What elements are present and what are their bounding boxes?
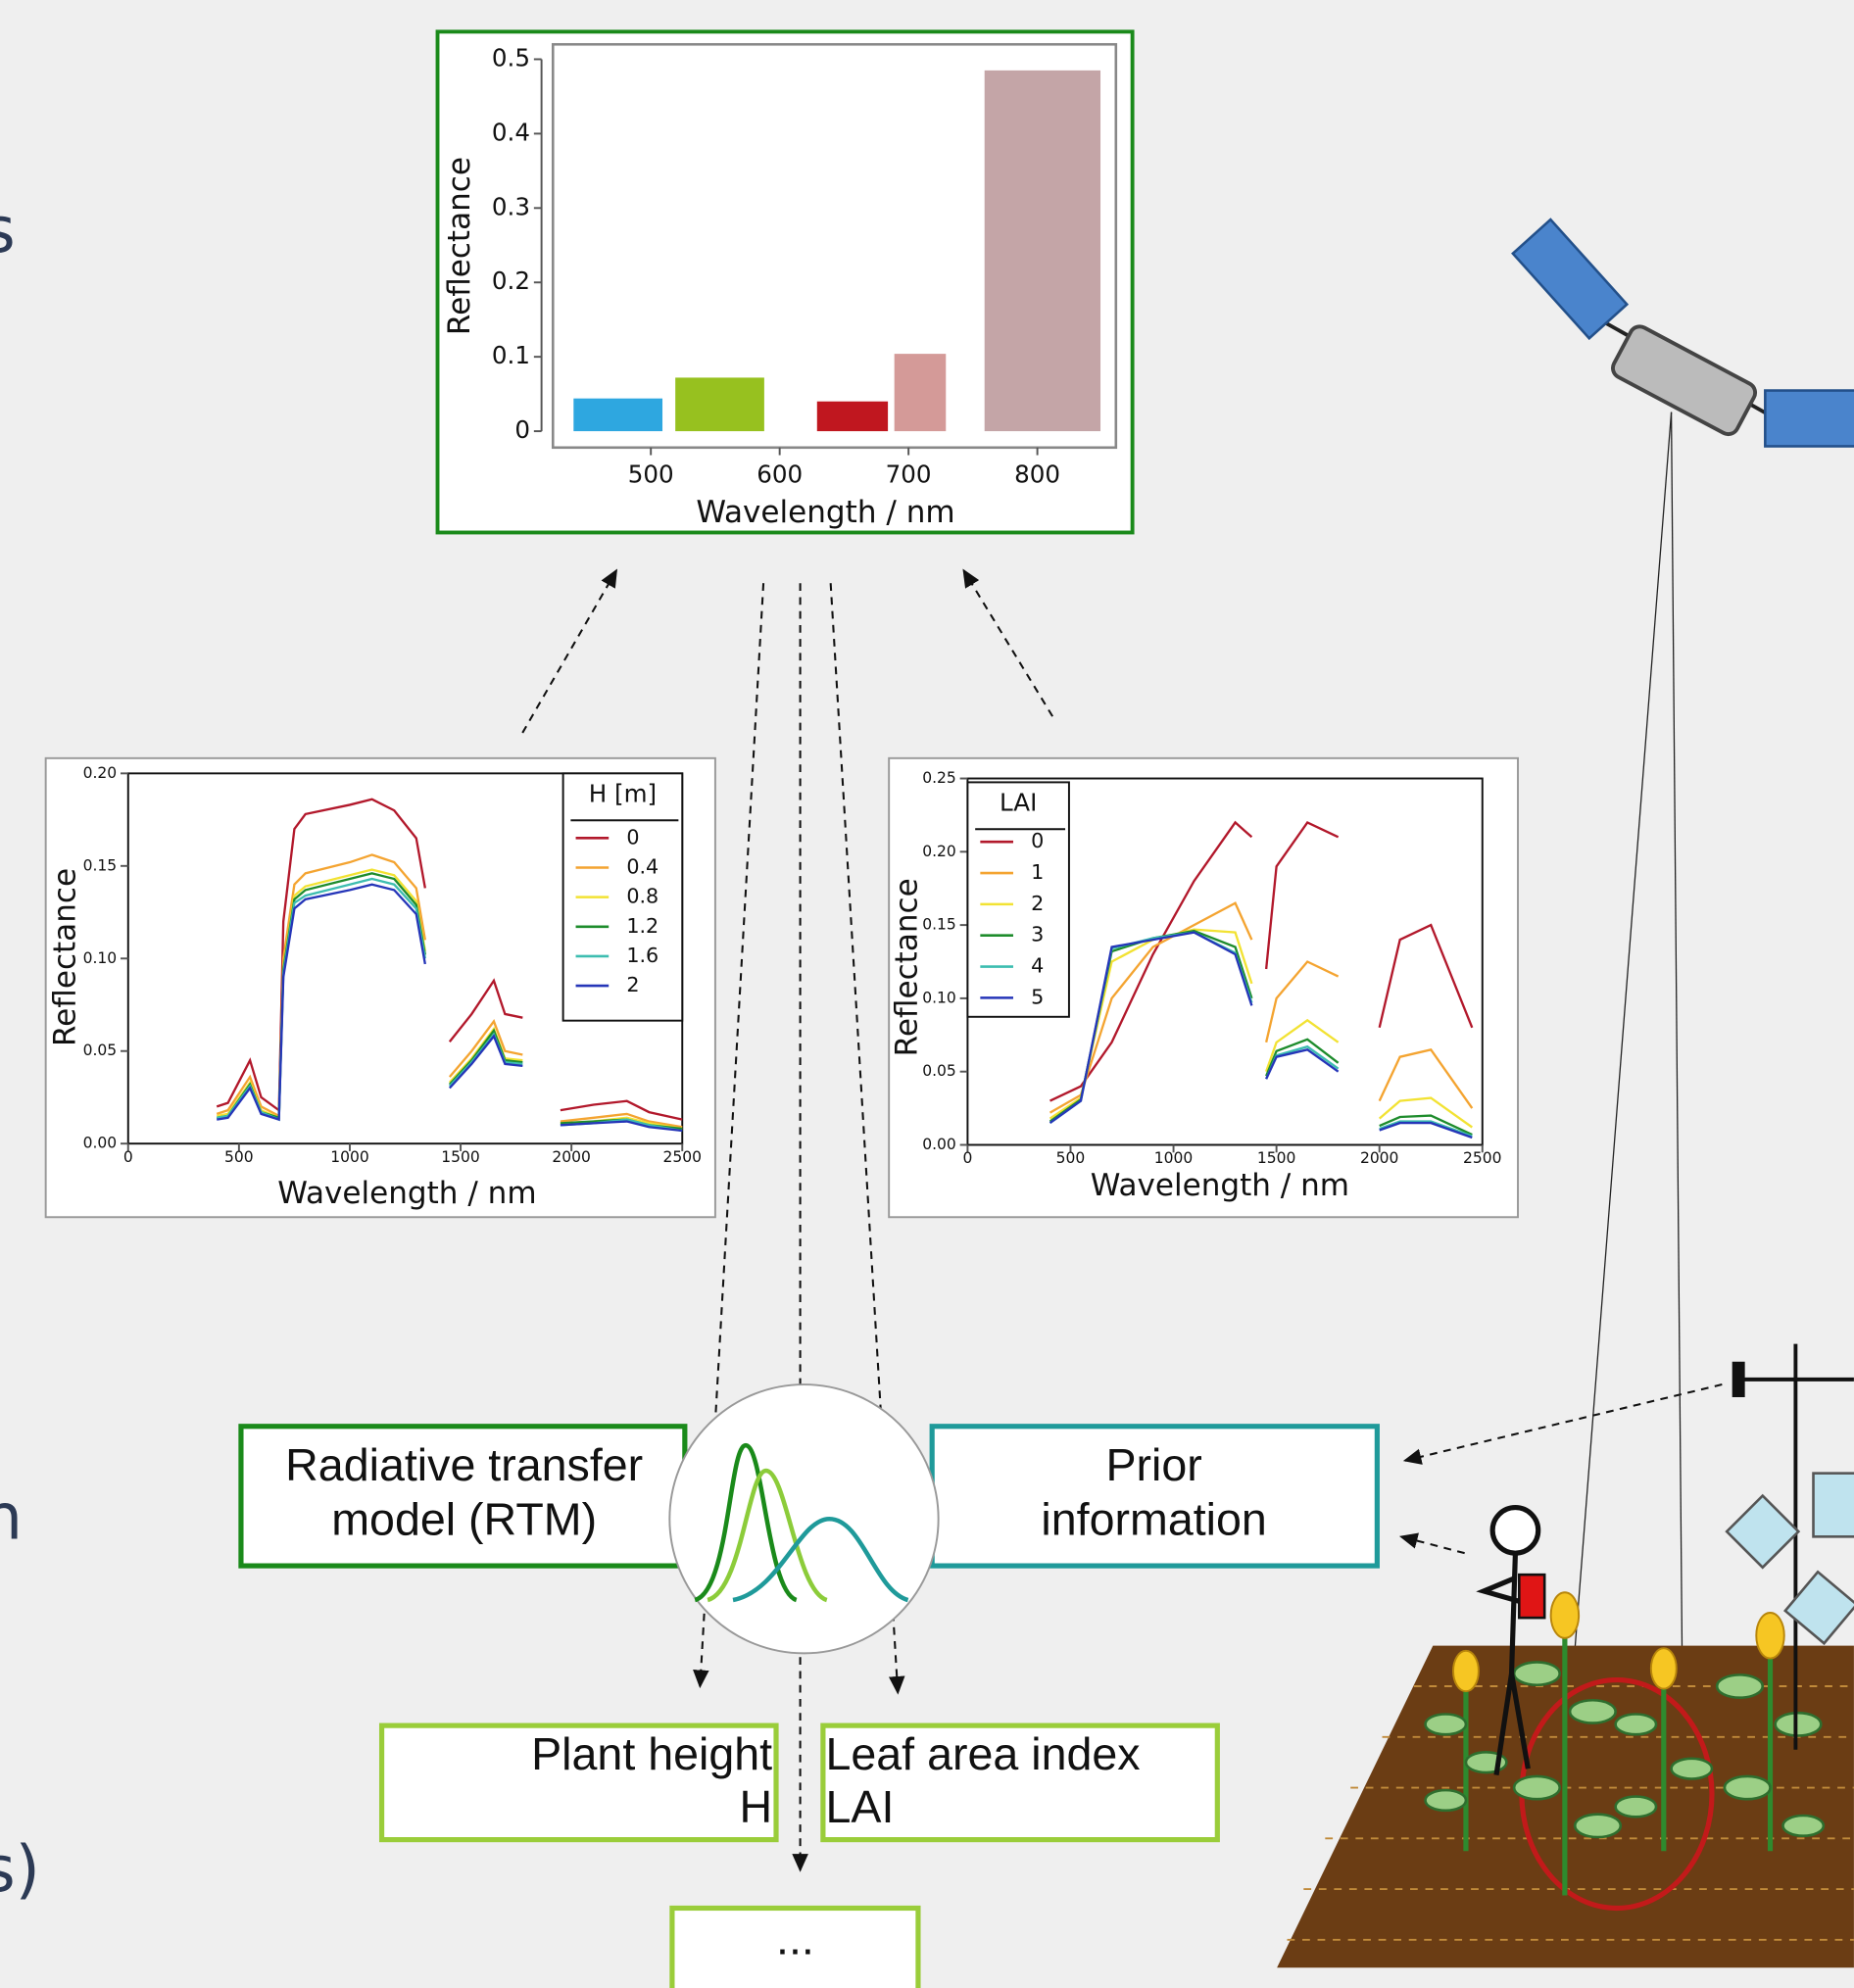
- y-tick-label: 0.10: [922, 989, 956, 1006]
- legend-label: 0: [626, 825, 639, 849]
- x-tick-label: 1500: [1257, 1149, 1296, 1167]
- legend-label: 0.8: [626, 885, 659, 908]
- diagram: s n s) 00.10.20.30.40.5500600700800Wavel…: [0, 0, 1854, 1988]
- x-tick-label: 500: [224, 1148, 254, 1166]
- y-tick-label: 0.15: [83, 856, 118, 874]
- legend-label: 2: [626, 973, 639, 996]
- legend-box: [967, 782, 1069, 1016]
- y-axis-label: Reflectance: [890, 878, 925, 1056]
- gaussian-icon: [669, 1384, 938, 1653]
- box-text: model (RTM): [331, 1493, 597, 1544]
- legend-label: 1.6: [626, 944, 659, 967]
- chart: 0 0.1 0.2 0.3 0.4 0.5 500 600 700 800 Wavelength /…: [438, 31, 1133, 532]
- legend-label: 0.4: [626, 854, 659, 878]
- x-tick-label: 2000: [552, 1148, 591, 1166]
- bar: [675, 377, 764, 431]
- y-tick-label: 0: [514, 415, 530, 444]
- x-axis-label: Wavelength / nm: [1091, 1168, 1349, 1203]
- x-axis-label: Wavelength / nm: [277, 1176, 536, 1211]
- legend-label: 5: [1031, 985, 1044, 1008]
- box-text: Radiative transfer: [285, 1439, 643, 1490]
- y-tick-label: 0.05: [922, 1062, 956, 1080]
- legend-label: 4: [1031, 954, 1044, 978]
- x-tick-label: 2000: [1360, 1149, 1399, 1167]
- chart: 0.00 0.05 0.10 0.15 0.20 0.25 0 500 1000 1500 2000…: [889, 758, 1518, 1217]
- x-tick-label: 800: [1014, 460, 1060, 488]
- box-text: LAI: [825, 1781, 894, 1832]
- y-tick-label: 0.10: [83, 949, 118, 967]
- x-tick-label: 500: [1056, 1149, 1086, 1167]
- legend-label: 3: [1031, 923, 1044, 946]
- y-tick-label: 0.00: [83, 1135, 118, 1152]
- y-tick-label: 0.3: [492, 192, 530, 220]
- field: [1277, 1592, 1854, 1967]
- bar: [573, 399, 662, 431]
- fragment: s): [0, 1833, 40, 1907]
- x-tick-label: 2500: [1463, 1149, 1502, 1167]
- y-axis-label: Reflectance: [442, 157, 477, 335]
- y-tick-label: 0.1: [492, 341, 530, 369]
- bar: [817, 402, 888, 431]
- legend-label: 0: [1031, 829, 1044, 852]
- y-tick-label: 0.2: [492, 267, 530, 295]
- left-fragments: s n s): [0, 194, 40, 1907]
- arrow: [964, 570, 1053, 716]
- legend-label: 2: [1031, 892, 1044, 915]
- y-tick-label: 0.15: [922, 916, 956, 934]
- arrow: [522, 570, 616, 733]
- box-text: ...: [776, 1914, 814, 1964]
- y-tick-label: 0.05: [83, 1042, 118, 1059]
- y-tick-label: 0.4: [492, 118, 530, 146]
- x-axis-label: Wavelength / nm: [696, 495, 954, 530]
- y-tick-label: 0.20: [922, 843, 956, 860]
- x-tick-label: 0: [962, 1149, 972, 1167]
- legend-title: H [m]: [589, 779, 657, 807]
- fragment: s: [0, 194, 16, 267]
- y-tick-label: 0.25: [922, 769, 956, 787]
- x-tick-label: 500: [628, 460, 674, 488]
- fragment: n: [0, 1480, 23, 1554]
- box-text: information: [1041, 1493, 1266, 1544]
- y-axis-label: Reflectance: [47, 868, 82, 1046]
- x-tick-label: 0: [123, 1148, 133, 1166]
- x-tick-label: 700: [886, 460, 932, 488]
- legend-title: LAI: [1000, 788, 1037, 816]
- bar: [985, 71, 1100, 431]
- arrow: [1405, 1384, 1723, 1461]
- y-tick-label: 0.00: [922, 1136, 956, 1153]
- x-tick-label: 1500: [441, 1148, 480, 1166]
- legend-label: 1.2: [626, 914, 659, 938]
- chart: 0.00 0.05 0.10 0.15 0.20 0 500 1000 1500 2000 2500…: [46, 758, 715, 1217]
- box-text: Leaf area index: [825, 1728, 1140, 1779]
- box-text: Plant height: [531, 1728, 772, 1779]
- x-tick-label: 2500: [663, 1148, 703, 1166]
- legend-label: 1: [1031, 860, 1044, 884]
- box-text: Prior: [1105, 1439, 1201, 1490]
- x-tick-label: 600: [756, 460, 803, 488]
- box-text: H: [739, 1781, 772, 1832]
- y-tick-label: 0.20: [83, 764, 118, 782]
- y-tick-label: 0.5: [492, 43, 530, 72]
- x-tick-label: 1000: [330, 1148, 369, 1166]
- arrow: [1401, 1536, 1465, 1553]
- x-tick-label: 1000: [1154, 1149, 1194, 1167]
- bar: [895, 354, 947, 431]
